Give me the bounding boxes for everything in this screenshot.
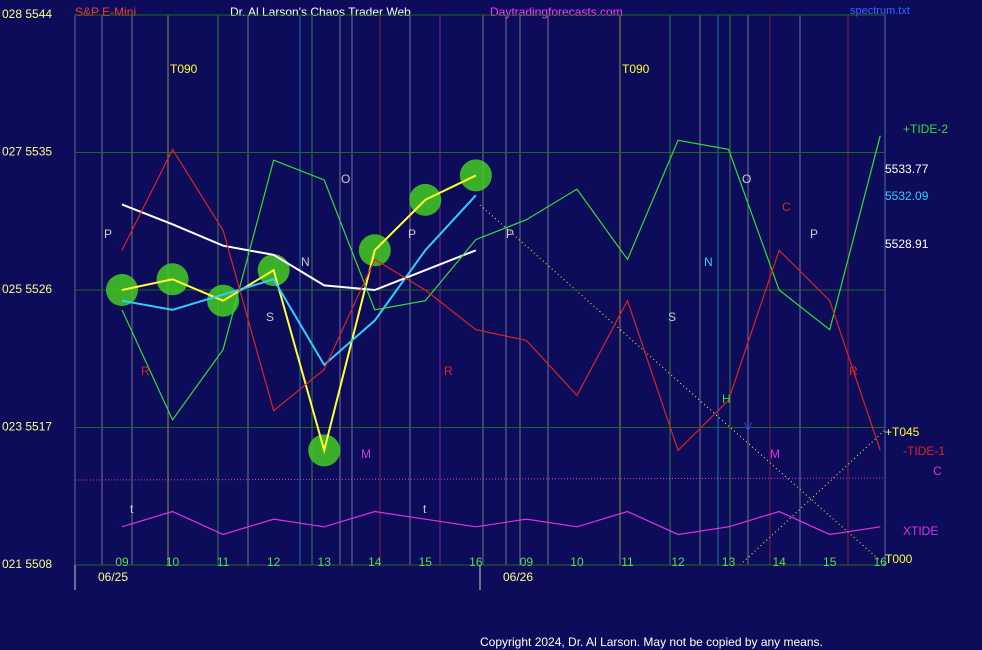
annotation: T090: [170, 62, 198, 76]
copyright: Copyright 2024, Dr. Al Larson. May not b…: [480, 635, 823, 649]
annotation: t: [130, 502, 134, 516]
y-tick-label: 025 5526: [2, 282, 52, 296]
right-label: 5528.91: [885, 237, 929, 251]
annotation: C: [782, 200, 791, 214]
x-tick-label: 12: [671, 555, 685, 569]
x-tick-label: 13: [318, 555, 332, 569]
series-line: [121, 203, 477, 292]
x-tick-label: 14: [772, 555, 786, 569]
legend-entry: -TIDE-1: [903, 444, 945, 458]
annotation: O: [742, 172, 751, 186]
chart-title: Dr. Al Larson's Chaos Trader Web: [230, 5, 411, 19]
annotation: H: [722, 392, 731, 406]
annotation: O: [341, 172, 350, 186]
x-tick-label: 14: [368, 555, 382, 569]
annotation: N: [301, 255, 310, 269]
annotation: M: [361, 447, 371, 461]
annotation: P: [810, 227, 818, 241]
annotation: N: [704, 255, 713, 269]
right-label: +T045: [885, 425, 920, 439]
site: Daytradingforecasts.com: [490, 5, 623, 19]
x-tick-label: 13: [722, 555, 736, 569]
annotation: t: [423, 502, 427, 516]
x-tick-label: 11: [217, 555, 230, 569]
x-tick-label: 10: [570, 555, 584, 569]
annotation: S: [668, 310, 676, 324]
symbol: S&P E-Mini: [75, 5, 136, 19]
file: spectrum.txt: [850, 5, 910, 17]
diagonal: [739, 429, 886, 566]
annotation: S: [266, 310, 274, 324]
legend-entry: +TIDE-2: [903, 122, 948, 136]
right-label: 5532.09: [885, 189, 929, 203]
annotation: T090: [622, 62, 650, 76]
annotation: M: [770, 447, 780, 461]
right-label: 5533.77: [885, 162, 929, 176]
annotation: R: [849, 364, 858, 378]
x-tick-label: 10: [166, 555, 180, 569]
y-tick-label: 027 5535: [2, 145, 52, 159]
y-tick-label: 028 5544: [2, 7, 52, 21]
x-tick-label: 15: [419, 555, 433, 569]
x-tick-label: 09: [520, 555, 534, 569]
y-tick-label: 023 5517: [2, 420, 52, 434]
annotation: P: [506, 227, 514, 241]
x-tick-label: 16: [874, 555, 888, 569]
date-label: 06/25: [98, 570, 128, 584]
series-line: [121, 174, 477, 455]
annotation: V: [744, 420, 752, 434]
annotation: R: [444, 364, 453, 378]
annotation: P: [408, 227, 416, 241]
x-tick-label: 16: [469, 555, 483, 569]
x-tick-label: 11: [621, 555, 634, 569]
right-label: T000: [885, 552, 913, 566]
annotation: P: [104, 227, 112, 241]
y-tick-label: 021 5508: [2, 557, 52, 571]
date-label: 06/26: [503, 570, 533, 584]
annotation: R: [141, 364, 150, 378]
series-line: [121, 148, 881, 452]
x-tick-label: 15: [823, 555, 837, 569]
series-line: [121, 510, 881, 536]
dotted-level: [74, 477, 886, 481]
x-tick-label: 12: [267, 555, 281, 569]
legend-entry: XTIDE: [903, 524, 938, 538]
right-label: C: [933, 464, 942, 478]
diagonal: [479, 204, 886, 566]
series-line: [121, 194, 477, 367]
series-line: [121, 135, 881, 422]
x-tick-label: 09: [115, 555, 129, 569]
